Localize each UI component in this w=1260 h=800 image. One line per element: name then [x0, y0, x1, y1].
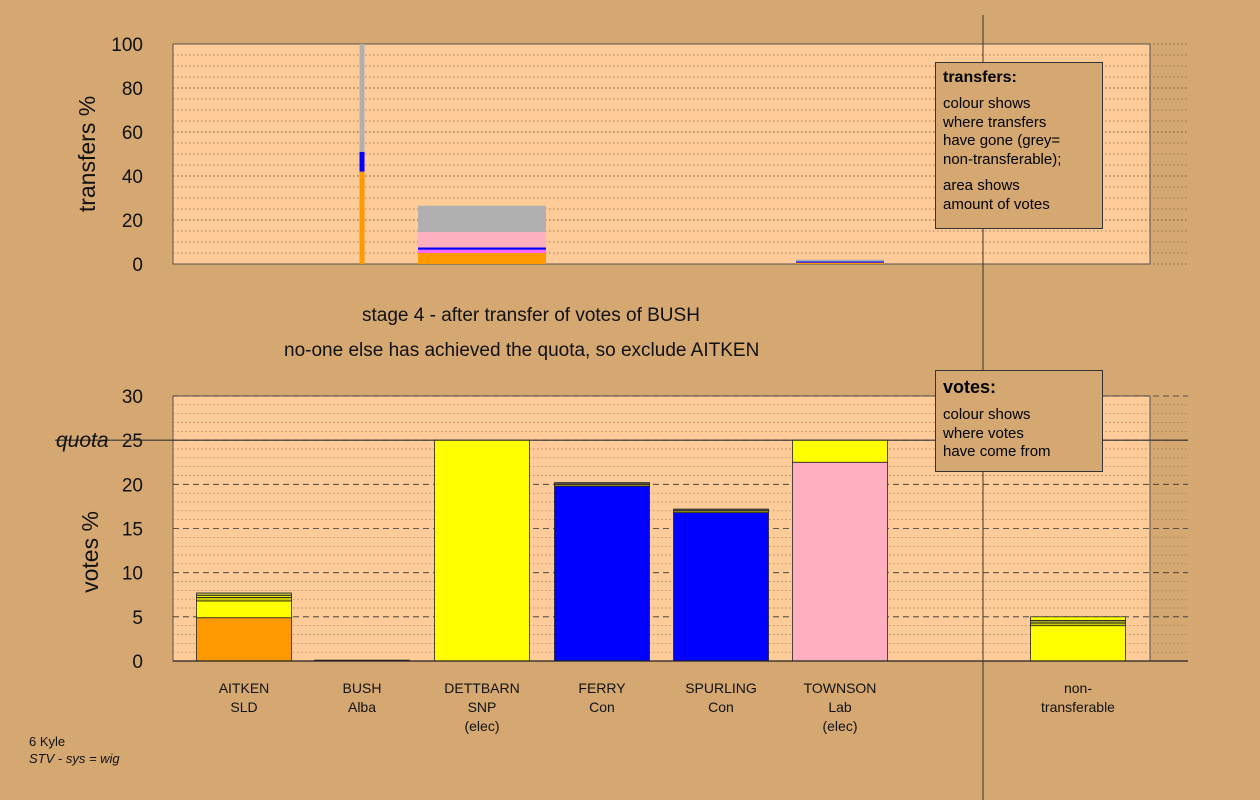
votes-tick-label: 10: [122, 564, 143, 585]
transfer-bar-segment: [418, 247, 546, 250]
transfer-bar-townson: [796, 259, 884, 264]
vote-bar: [792, 439, 888, 662]
transfer-bar-segment: [359, 151, 365, 172]
vote-bar-segment: [554, 485, 650, 662]
category-label: BUSH: [343, 680, 382, 696]
vote-bar: [554, 482, 650, 662]
vote-bar-segment: [792, 461, 888, 662]
votes-chart: 0 5 10 15 20 25 30 votes % quota AITKEN SLD BUSH Alb…: [55, 387, 1188, 734]
transfers-legend-line: where transfers: [943, 113, 1047, 131]
vote-bar: [673, 508, 769, 662]
transfers-legend-line: have gone (grey=: [943, 132, 1061, 149]
category-label: transferable: [1041, 699, 1115, 715]
votes-legend-line: have come from: [943, 443, 1051, 460]
transfer-bar-segment: [418, 205, 546, 233]
transfers-tick-label: 60: [122, 123, 143, 144]
category-label: Con: [708, 699, 734, 715]
votes-legend-title: votes:: [943, 377, 997, 397]
action-caption: no-one else has achieved the quota, so e…: [284, 340, 760, 361]
votes-tick-label: 5: [132, 608, 143, 629]
constituency-label: 6 Kyle: [29, 734, 66, 749]
category-label: SLD: [230, 699, 257, 715]
transfers-tick-label: 20: [122, 211, 143, 232]
vote-bar-segment: [196, 600, 292, 619]
footer: 6 Kyle STV - sys = wig: [29, 733, 120, 767]
votes-tick-label: 30: [122, 387, 143, 408]
category-label: AITKEN: [219, 680, 270, 696]
transfer-bar-segment: [796, 262, 884, 264]
transfers-tick-label: 40: [122, 167, 143, 188]
category-label: Con: [589, 699, 615, 715]
vote-bar-segment: [1030, 625, 1126, 662]
transfer-bar-segment: [796, 261, 884, 263]
transfer-bar-segment: [418, 249, 546, 253]
vote-bar-segment: [1030, 616, 1126, 621]
transfer-bar-dettbarn: [418, 205, 546, 264]
vote-bar-segment: [673, 508, 769, 512]
category-label: (elec): [822, 718, 857, 734]
transfers-tick-label: 100: [111, 35, 143, 56]
votes-legend-line: colour shows: [943, 406, 1031, 423]
votes-legend-line: where votes: [943, 424, 1024, 442]
transfers-legend-line: non-transferable);: [943, 150, 1062, 168]
transfers-legend-title: transfers:: [943, 69, 1017, 86]
transfer-bar-segment: [359, 171, 365, 264]
transfers-legend-line: colour shows: [943, 95, 1031, 112]
category-label: DETTBARN: [444, 680, 519, 696]
vote-bar-segment: [196, 617, 292, 662]
votes-tick-label: 20: [122, 475, 143, 496]
system-label: STV - sys = wig: [29, 751, 120, 766]
transfers-legend: transfers: colour shows where transfers …: [935, 62, 1103, 229]
vote-bar: [1030, 616, 1126, 662]
transfer-bar-segment: [359, 44, 365, 152]
category-label: (elec): [464, 718, 499, 734]
category-label: TOWNSON: [804, 680, 877, 696]
vote-bar: [196, 592, 292, 662]
vote-bar-segment: [196, 597, 292, 602]
stage-caption: stage 4 - after transfer of votes of BUS…: [362, 305, 700, 326]
vote-bar-segment: [673, 512, 769, 662]
vote-bar-segment: [196, 592, 292, 597]
transfer-bar-segment: [796, 259, 884, 262]
transfers-legend-line: amount of votes: [943, 195, 1050, 213]
transfer-bar-bush: [359, 44, 365, 264]
category-label: Alba: [348, 699, 376, 715]
category-label: non-: [1064, 680, 1092, 696]
votes-tick-label: 15: [122, 520, 143, 541]
vote-bar-segment: [434, 439, 530, 662]
quota-label: quota: [56, 429, 109, 452]
category-label: SNP: [468, 699, 497, 715]
transfer-bar-segment: [418, 232, 546, 248]
votes-axis-label: votes %: [77, 511, 103, 593]
votes-tick-label: 25: [122, 431, 143, 452]
vote-bar-segment: [792, 439, 888, 463]
votes-tick-label: 0: [132, 652, 143, 673]
transfer-bar-segment: [418, 253, 546, 264]
transfers-legend-line: area shows: [943, 177, 1020, 194]
vote-bar-segment: [554, 482, 650, 485]
vote-bar: [434, 439, 530, 662]
category-label: SPURLING: [685, 680, 757, 696]
category-label: FERRY: [578, 680, 626, 696]
transfers-axis-label: transfers %: [74, 96, 100, 212]
category-label: Lab: [828, 699, 852, 715]
votes-legend: votes: colour shows where votes have com…: [935, 370, 1103, 472]
transfers-tick-label: 0: [132, 255, 143, 276]
transfers-tick-label: 80: [122, 79, 143, 100]
